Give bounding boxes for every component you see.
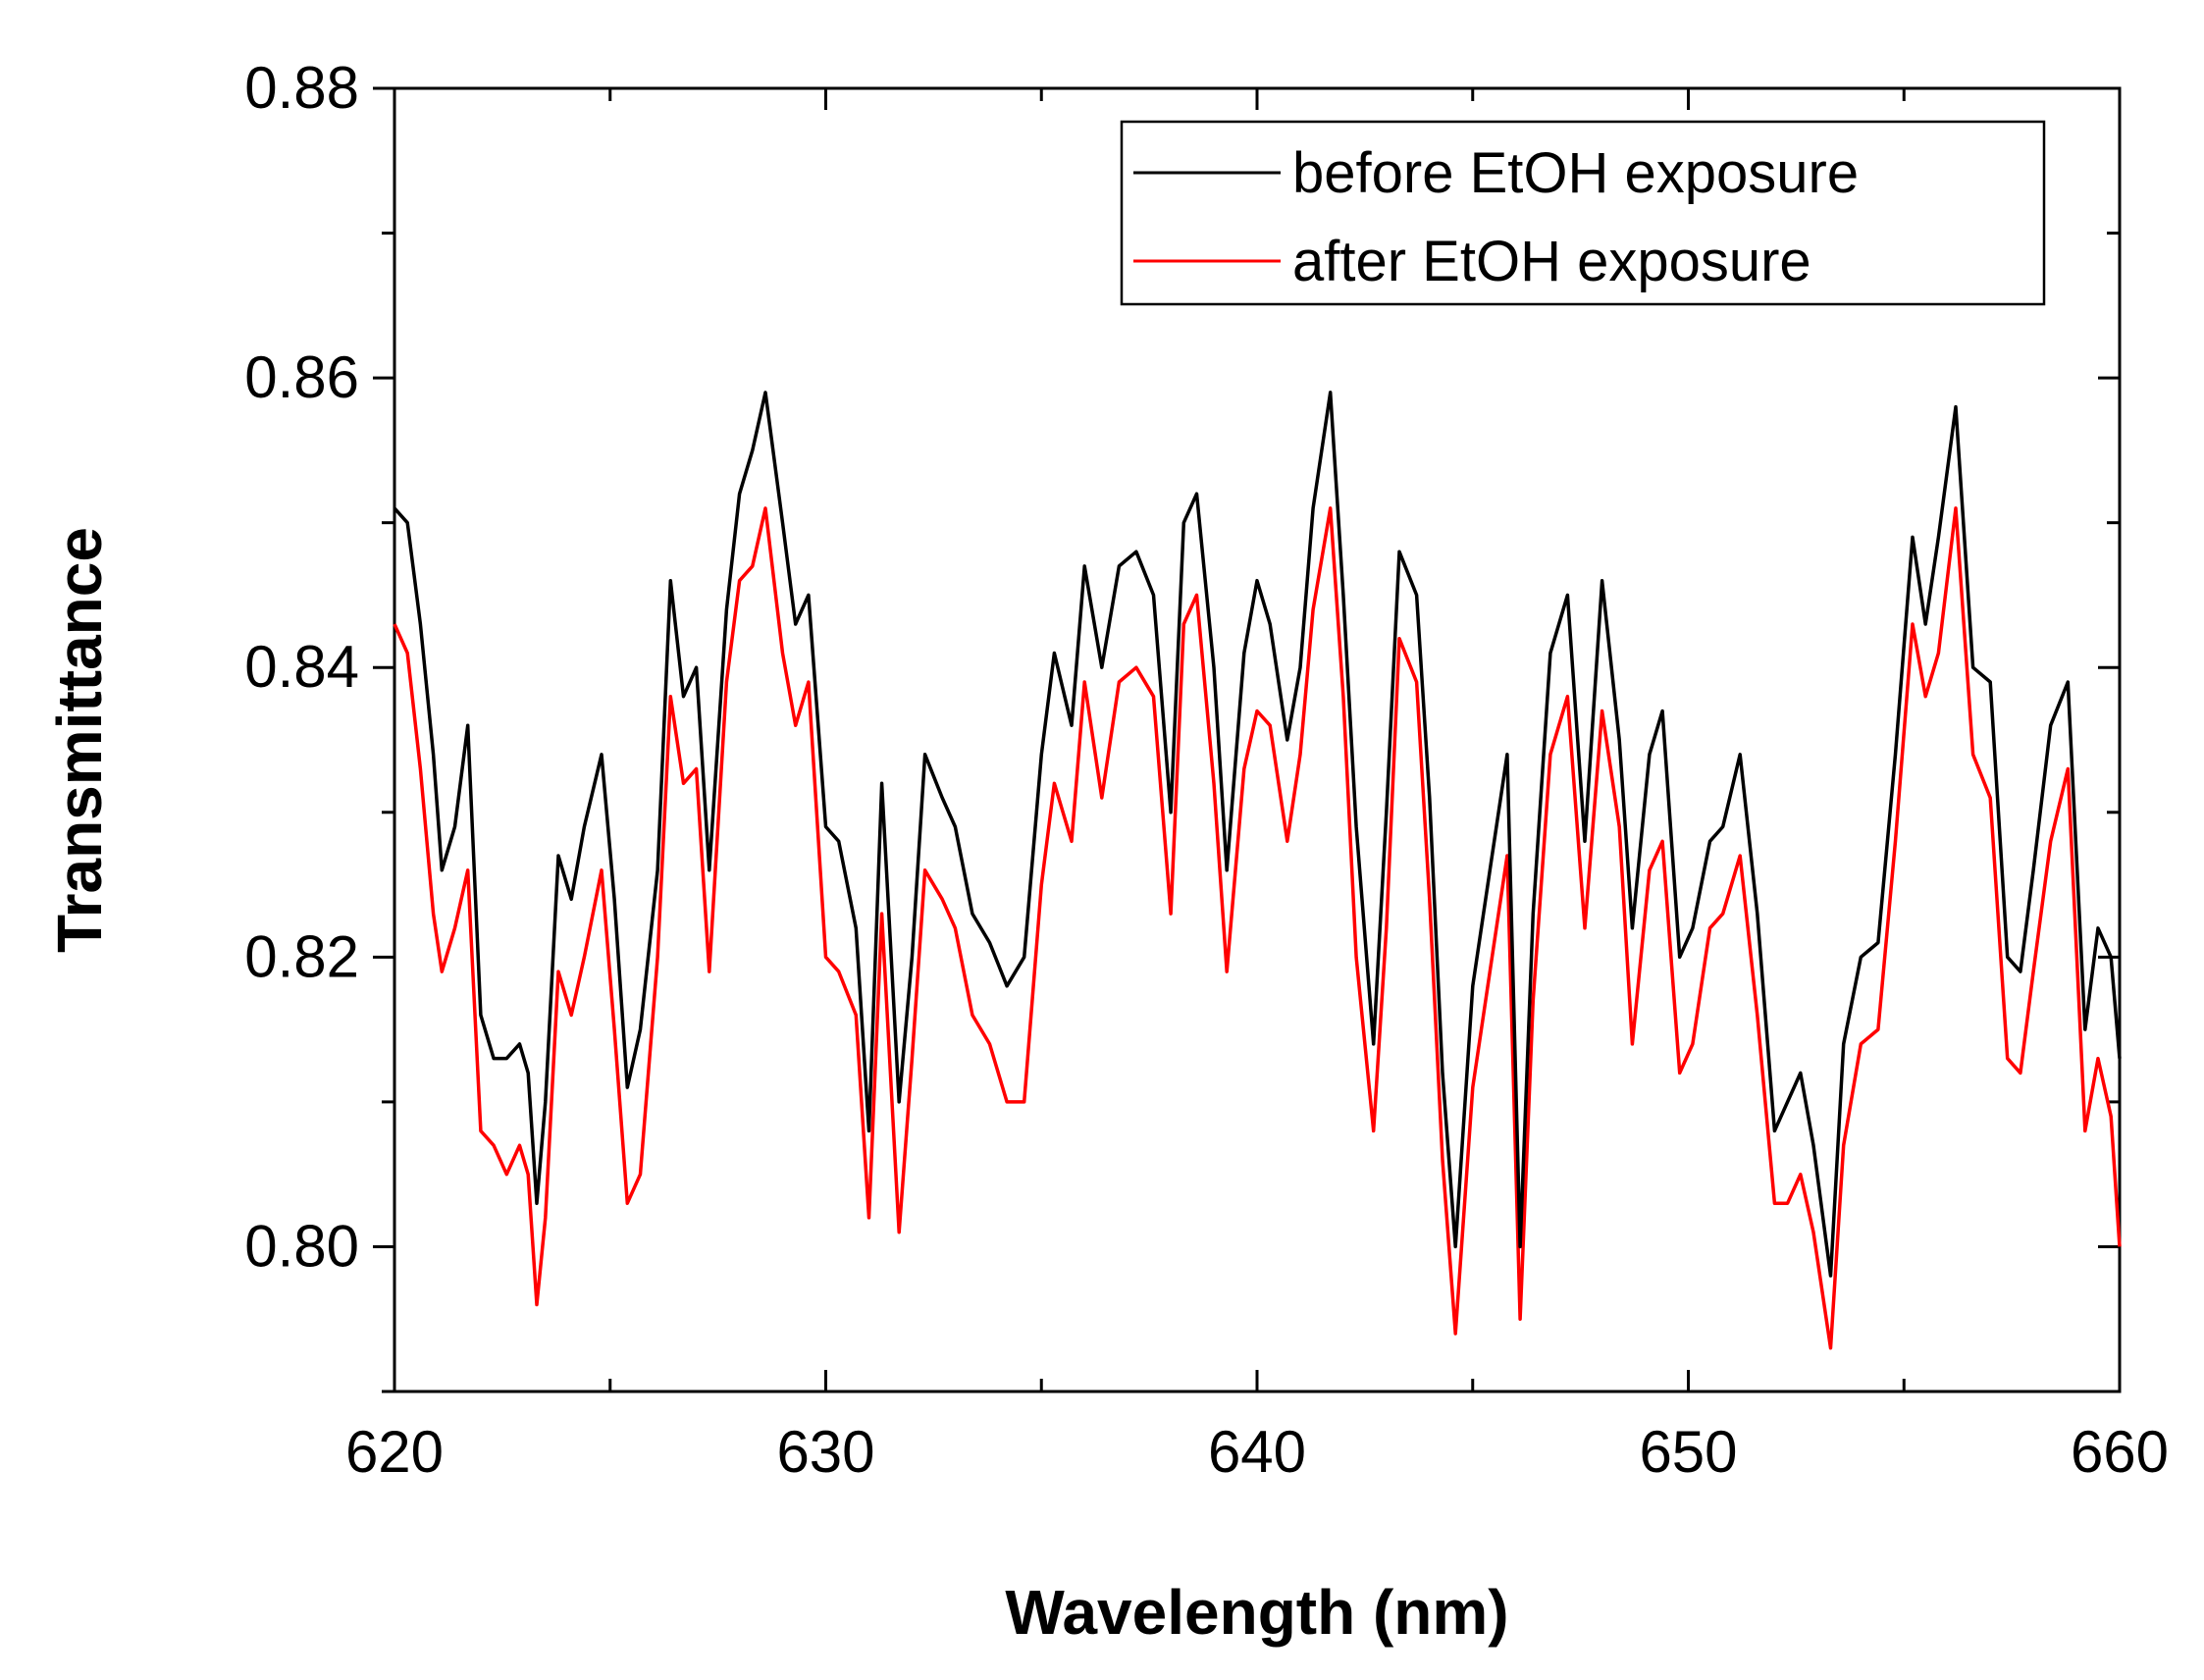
legend: before EtOH exposure after EtOH exposure xyxy=(1120,120,2046,306)
y-tick-label: 0.84 xyxy=(244,634,359,700)
series-line-before xyxy=(393,391,2122,1278)
x-tick-label: 620 xyxy=(345,1419,444,1485)
y-axis-title: Transmittance xyxy=(44,527,115,953)
series-line-after xyxy=(393,506,2122,1350)
x-tick-label: 640 xyxy=(1208,1419,1306,1485)
x-tick-label: 650 xyxy=(1639,1419,1737,1485)
y-tick-label: 0.88 xyxy=(244,55,359,121)
legend-label-before: before EtOH exposure xyxy=(1292,141,1859,205)
ticks-layer xyxy=(373,86,2122,1393)
legend-label-after: after EtOH exposure xyxy=(1292,230,1811,293)
labels-layer: 620 630 640 650 660 0.80 0.82 0.84 0.86 0.88 xyxy=(244,55,2169,1485)
y-tick-label: 0.80 xyxy=(244,1213,359,1279)
y-tick-label: 0.82 xyxy=(244,923,359,989)
x-tick-label: 660 xyxy=(2071,1419,2169,1485)
y-tick-label: 0.86 xyxy=(244,344,359,410)
series-layer xyxy=(393,391,2122,1350)
x-axis-title: Wavelength (nm) xyxy=(1005,1577,1508,1648)
legend-box xyxy=(1120,120,2046,306)
x-tick-label: 630 xyxy=(776,1419,874,1485)
